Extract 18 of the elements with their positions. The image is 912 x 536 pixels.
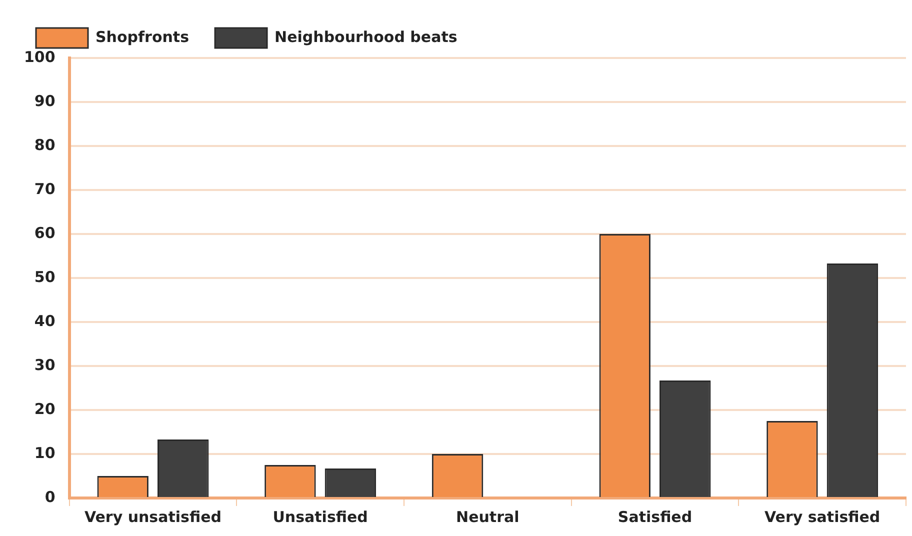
y-tick-label: 100 — [24, 48, 56, 66]
y-tick-label: 0 — [44, 488, 56, 506]
x-tick-label: Very satisfied — [764, 508, 880, 526]
y-tick-label: 10 — [34, 444, 56, 462]
y-tick-label: 80 — [34, 136, 56, 154]
y-tick-label: 30 — [34, 356, 56, 374]
legend-label: Neighbourhood beats — [274, 28, 458, 46]
legend-label: Shopfronts — [96, 28, 190, 46]
y-tick-label: 40 — [34, 312, 56, 330]
y-tick-label: 70 — [34, 180, 56, 198]
x-tick-label: Very unsatisfied — [84, 508, 222, 526]
y-tick-label: 90 — [34, 92, 56, 110]
x-tick-label: Neutral — [456, 508, 520, 526]
y-tick-label: 20 — [34, 400, 56, 418]
x-tick-label: Satisfied — [618, 508, 692, 526]
y-tick-label: 60 — [34, 224, 56, 242]
y-tick-label: 50 — [34, 268, 56, 286]
x-tick-label: Unsatisfied — [272, 508, 368, 526]
